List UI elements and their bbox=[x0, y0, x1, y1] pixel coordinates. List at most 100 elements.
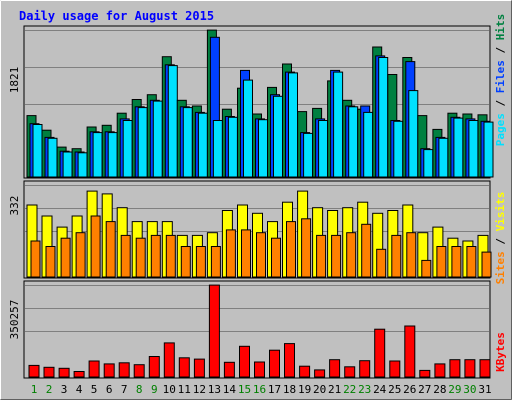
kbytes-bar bbox=[464, 359, 476, 378]
x-tick-label: 10 bbox=[163, 383, 176, 396]
kbytes-bar bbox=[359, 360, 371, 378]
pages-bar bbox=[423, 149, 434, 178]
x-tick-label: 26 bbox=[403, 383, 416, 396]
sites-bar bbox=[225, 229, 236, 278]
legend-separator: / bbox=[494, 231, 507, 251]
legend-files: Files bbox=[494, 60, 507, 93]
sites-bar bbox=[481, 251, 492, 278]
panel-1: 1821 Pages / Files / Hits bbox=[8, 14, 507, 179]
x-tick-label: 24 bbox=[373, 383, 387, 396]
pages-bar bbox=[453, 117, 464, 178]
kbytes-bar bbox=[43, 366, 55, 378]
pages-bar bbox=[122, 120, 133, 178]
pages-bar bbox=[363, 111, 374, 178]
sites-bar bbox=[135, 237, 146, 278]
pages-bar bbox=[227, 116, 238, 178]
kbytes-bar bbox=[178, 357, 190, 378]
kbytes-bar bbox=[374, 328, 386, 378]
pages-bar bbox=[77, 152, 88, 178]
x-tick-label: 27 bbox=[418, 383, 431, 396]
sites-bar bbox=[406, 232, 417, 278]
legend-separator: / bbox=[494, 40, 507, 60]
panel-legend: Sites / Visits bbox=[494, 192, 507, 285]
panel-max-label: 350257 bbox=[8, 300, 21, 340]
kbytes-bar bbox=[88, 360, 100, 378]
kbytes-bar bbox=[449, 359, 461, 378]
kbytes-bar bbox=[254, 361, 265, 378]
pages-bar bbox=[107, 132, 118, 178]
pages-bar bbox=[438, 137, 449, 178]
x-tick-label: 2 bbox=[46, 383, 53, 396]
x-tick-label: 11 bbox=[178, 383, 191, 396]
pages-bar bbox=[182, 107, 193, 178]
pages-bar bbox=[167, 65, 178, 178]
kbytes-bar bbox=[28, 364, 40, 378]
sites-bar bbox=[180, 246, 191, 278]
sites-bar bbox=[391, 234, 402, 278]
pages-bar bbox=[393, 120, 404, 178]
x-tick-label: 12 bbox=[193, 383, 206, 396]
x-tick-label: 14 bbox=[223, 383, 237, 396]
pages-bar bbox=[212, 120, 223, 178]
x-tick-label: 16 bbox=[253, 383, 266, 396]
sites-bar bbox=[316, 234, 327, 278]
sites-bar bbox=[256, 232, 266, 278]
x-axis-day-labels: 1 2 3 4 5 6 7 8 9 10 11 12 13 14 15 16 17 18 19 20 21 22 23 24 2… bbox=[31, 383, 492, 396]
sites-bar bbox=[30, 240, 41, 278]
kbytes-bar bbox=[148, 356, 160, 378]
x-tick-label: 6 bbox=[106, 383, 113, 396]
x-tick-label: 8 bbox=[136, 383, 143, 396]
pages-bar bbox=[408, 90, 419, 178]
pages-bar bbox=[333, 71, 344, 178]
x-tick-label: 15 bbox=[238, 383, 251, 396]
kbytes-bar bbox=[193, 358, 205, 378]
kbytes-bar bbox=[479, 359, 491, 378]
x-tick-label: 28 bbox=[433, 383, 446, 396]
kbytes-bar bbox=[223, 361, 235, 378]
pages-bar bbox=[47, 137, 58, 178]
kbytes-bar bbox=[389, 360, 401, 378]
pages-bar bbox=[318, 120, 329, 178]
x-tick-label: 18 bbox=[283, 383, 296, 396]
sites-bar bbox=[286, 221, 296, 278]
pages-bar bbox=[378, 57, 389, 178]
sites-bar bbox=[105, 221, 116, 278]
panel-legend: Pages / Files / Hits bbox=[494, 14, 507, 147]
panel-legend: KBytes bbox=[494, 332, 507, 372]
pages-bar bbox=[288, 72, 298, 178]
kbytes-bar bbox=[208, 284, 220, 378]
legend-hits: Hits bbox=[494, 14, 507, 41]
x-tick-label: 21 bbox=[328, 383, 341, 396]
chart-panels: 1821 Pages / Files / Hits 332 Sites / Visit… bbox=[8, 14, 507, 379]
sites-bar bbox=[75, 232, 86, 278]
sites-bar bbox=[301, 218, 312, 278]
sites-bar bbox=[346, 232, 357, 278]
kbytes-bar bbox=[103, 363, 115, 378]
pages-bar bbox=[468, 120, 479, 178]
sites-bar bbox=[120, 234, 131, 278]
panel-max-label: 332 bbox=[8, 196, 21, 216]
x-tick-label: 30 bbox=[463, 383, 476, 396]
pages-bar bbox=[62, 151, 73, 178]
pages-bar bbox=[273, 95, 283, 178]
x-tick-label: 1 bbox=[31, 383, 38, 396]
kbytes-bar bbox=[73, 371, 85, 378]
x-tick-label: 19 bbox=[298, 383, 311, 396]
kbytes-bar bbox=[239, 345, 250, 378]
pages-bar bbox=[137, 107, 148, 178]
kbytes-bar bbox=[344, 366, 356, 378]
kbytes-bar bbox=[314, 369, 326, 378]
kbytes-bar bbox=[284, 343, 295, 378]
panel-2: 332 Sites / Visits bbox=[8, 180, 507, 285]
sites-bar bbox=[165, 234, 176, 278]
sites-bar bbox=[331, 234, 342, 278]
sites-bar bbox=[421, 259, 432, 278]
kbytes-bar bbox=[163, 342, 175, 378]
panel-max-label: 1821 bbox=[8, 67, 21, 94]
x-tick-label: 7 bbox=[121, 383, 128, 396]
pages-bar bbox=[197, 112, 208, 178]
pages-bar bbox=[348, 106, 359, 178]
sites-bar bbox=[210, 246, 221, 278]
